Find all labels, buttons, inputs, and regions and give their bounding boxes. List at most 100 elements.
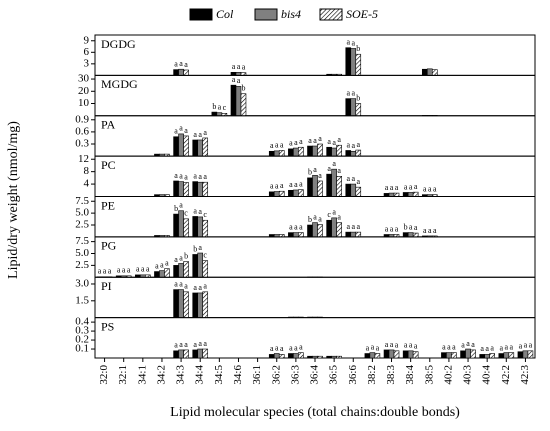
value-label: a — [184, 60, 188, 69]
bar — [326, 173, 332, 197]
y-tick-label: 7.5 — [75, 195, 89, 207]
panel-title: MGDG — [101, 77, 138, 91]
value-label: a — [103, 267, 107, 276]
bar — [336, 222, 342, 238]
value-label: a — [289, 343, 293, 352]
bar — [298, 146, 304, 157]
value-label: a — [270, 182, 274, 191]
bar — [312, 175, 318, 197]
bar — [527, 350, 534, 359]
value-label: a — [351, 141, 355, 150]
bar — [489, 353, 495, 359]
bar — [412, 232, 419, 238]
value-label: a — [351, 38, 355, 47]
value-label: a — [108, 267, 112, 276]
bar — [336, 355, 342, 359]
bar — [178, 133, 184, 157]
value-label: b — [193, 244, 197, 253]
value-label: a — [395, 183, 399, 192]
bar — [498, 353, 505, 359]
bar — [288, 232, 294, 238]
bar — [350, 150, 357, 157]
bar — [317, 143, 323, 157]
value-label: a — [366, 343, 370, 352]
bar — [173, 180, 179, 197]
bar — [383, 349, 390, 359]
bar — [173, 213, 179, 238]
bar — [178, 349, 184, 359]
bar — [183, 69, 189, 76]
value-label: c — [184, 209, 188, 218]
bar — [350, 48, 357, 76]
value-label: a — [237, 62, 241, 71]
bar — [355, 103, 362, 117]
value-label: a — [346, 38, 350, 47]
bar — [183, 218, 189, 238]
panel-title: PI — [101, 279, 112, 293]
value-label: a — [275, 141, 279, 150]
bar — [192, 349, 199, 359]
value-label: a — [270, 141, 274, 150]
value-label: a — [193, 340, 197, 349]
panel-frame — [94, 74, 536, 117]
bar — [197, 252, 204, 278]
bar — [288, 353, 294, 359]
value-label: b — [174, 204, 178, 213]
bar — [393, 350, 400, 359]
bar — [173, 69, 179, 76]
value-label: a — [351, 174, 355, 183]
value-label: a — [524, 341, 528, 350]
bar — [369, 352, 376, 359]
bar — [197, 348, 204, 359]
y-tick-label: 0.6 — [75, 125, 89, 137]
bar — [307, 177, 313, 197]
panel-title: DGDG — [101, 37, 136, 51]
bar — [331, 147, 337, 157]
bar — [273, 353, 280, 359]
bar — [154, 271, 160, 278]
bar — [192, 181, 199, 197]
bar — [173, 136, 179, 157]
value-label: a — [179, 340, 183, 349]
value-label: a — [404, 182, 408, 191]
x-tick-label: 36:2 — [270, 365, 282, 385]
value-label: a — [452, 342, 456, 351]
bar — [307, 224, 313, 238]
bar — [355, 231, 362, 238]
value-label: a — [385, 183, 389, 192]
value-label: a — [179, 279, 183, 288]
value-label: a — [294, 180, 298, 189]
bar — [178, 210, 184, 238]
bar — [331, 355, 337, 359]
x-tick-label: 34:2 — [155, 365, 167, 385]
value-label: c — [203, 250, 207, 259]
y-tick-label: 0.2 — [75, 334, 89, 346]
value-label: a — [289, 180, 293, 189]
bar — [278, 150, 285, 157]
value-label: a — [337, 135, 341, 144]
value-label: a — [193, 206, 197, 215]
panel-title: PC — [101, 158, 116, 172]
bar — [345, 150, 352, 157]
value-label: a — [237, 76, 241, 85]
value-label: b — [308, 168, 312, 177]
bar — [484, 354, 490, 359]
value-label: a — [356, 177, 360, 186]
value-label: a — [280, 344, 284, 353]
bar — [345, 183, 352, 197]
bar — [202, 137, 209, 157]
bar — [183, 261, 189, 278]
bar — [350, 98, 357, 117]
value-label: a — [308, 136, 312, 145]
value-label: a — [414, 182, 418, 191]
bar — [273, 150, 280, 157]
y-tick-label: 2.5 — [75, 219, 89, 231]
value-label: a — [198, 243, 202, 252]
bar — [374, 353, 381, 359]
bar — [202, 181, 209, 197]
y-tick-label: 8 — [84, 165, 90, 177]
value-label: a — [141, 265, 145, 274]
x-tick-label: 38:3 — [385, 365, 397, 385]
value-label: a — [289, 222, 293, 231]
